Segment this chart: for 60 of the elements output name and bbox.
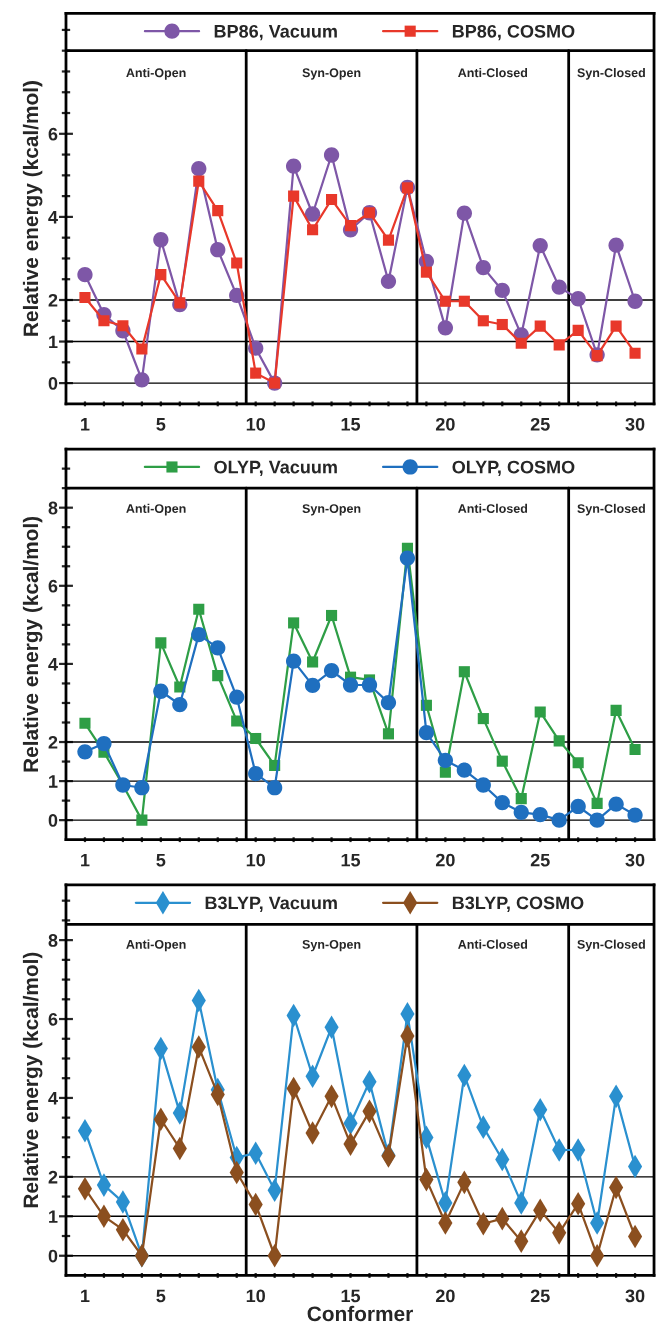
x-tick-label: 1 bbox=[81, 1289, 90, 1303]
legend-label: OLYP, Vacuum bbox=[214, 460, 337, 477]
y-tick-label: 1 bbox=[49, 335, 58, 349]
y-tick-label: 1 bbox=[49, 775, 58, 788]
x-tick-label: 20 bbox=[435, 417, 455, 431]
annotation: Syn-Closed bbox=[577, 939, 645, 952]
x-tick-label: 30 bbox=[625, 417, 645, 431]
x-tick-label: 25 bbox=[530, 1289, 550, 1303]
legend-label: B3LYP, COSMO bbox=[452, 896, 584, 912]
x-tick-label: 10 bbox=[246, 417, 265, 431]
y-tick-label: 2 bbox=[48, 735, 58, 749]
x-tick-label: 5 bbox=[156, 1289, 166, 1303]
annotation: Syn-Closed bbox=[577, 68, 645, 80]
x-tick-label: 10 bbox=[246, 1289, 265, 1303]
x-tick-label: 10 bbox=[246, 853, 265, 867]
legend-label: OLYP, COSMO bbox=[452, 460, 575, 477]
x-tick-label: 5 bbox=[156, 418, 166, 431]
x-tick-label: 5 bbox=[156, 853, 166, 867]
annotation: Anti-Closed bbox=[458, 939, 528, 949]
y-tick-label: 0 bbox=[48, 1249, 58, 1263]
x-tick-label: 15 bbox=[341, 418, 361, 431]
x-tick-label: 15 bbox=[341, 853, 361, 867]
y-tick-label: 0 bbox=[48, 814, 58, 827]
annotation: Anti-Open bbox=[126, 939, 186, 952]
legend-label: BP86, COSMO bbox=[452, 24, 575, 41]
x-tick-label: 30 bbox=[625, 1289, 645, 1303]
y-tick-label: 2 bbox=[48, 293, 58, 307]
x-tick-label: 30 bbox=[625, 853, 645, 867]
y-tick-label: 0 bbox=[48, 377, 58, 390]
x-axis-title: Conformer bbox=[307, 1305, 413, 1322]
x-tick-label: 1 bbox=[81, 853, 90, 867]
annotation: Syn-Open bbox=[302, 504, 361, 516]
y-tick-label: 8 bbox=[48, 501, 58, 515]
y-axis-title: Relative energy (kcal/mol) bbox=[22, 952, 43, 1208]
y-tick-label: 6 bbox=[48, 579, 58, 593]
x-tick-label: 20 bbox=[435, 1289, 455, 1303]
annotation: Anti-Open bbox=[126, 68, 186, 80]
y-tick-label: 6 bbox=[48, 1012, 58, 1026]
y-tick-label: 1 bbox=[49, 1210, 58, 1223]
y-tick-label: 8 bbox=[48, 934, 58, 947]
y-tick-label: 6 bbox=[48, 127, 58, 141]
x-tick-label: 20 bbox=[435, 853, 455, 867]
y-tick-label: 4 bbox=[48, 1092, 58, 1105]
y-tick-label: 4 bbox=[48, 211, 58, 224]
annotation: Syn-Open bbox=[302, 68, 361, 80]
annotation: Anti-Open bbox=[126, 503, 186, 516]
annotation: Anti-Closed bbox=[458, 503, 528, 513]
y-axis-title: Relative energy (kcal/mol) bbox=[22, 516, 43, 772]
x-tick-label: 1 bbox=[81, 418, 90, 431]
annotation: Syn-Open bbox=[302, 939, 361, 952]
y-tick-label: 4 bbox=[48, 658, 58, 671]
legend-label: BP86, Vacuum bbox=[214, 24, 337, 41]
y-tick-label: 2 bbox=[48, 1170, 58, 1184]
x-tick-label: 15 bbox=[341, 1289, 361, 1303]
y-axis-title: Relative energy (kcal/mol) bbox=[22, 81, 43, 336]
annotation: Anti-Closed bbox=[458, 68, 528, 78]
x-tick-label: 25 bbox=[530, 417, 550, 431]
x-tick-label: 25 bbox=[530, 853, 550, 867]
legend-label: B3LYP, Vacuum bbox=[205, 896, 337, 912]
annotation: Syn-Closed bbox=[577, 503, 645, 516]
